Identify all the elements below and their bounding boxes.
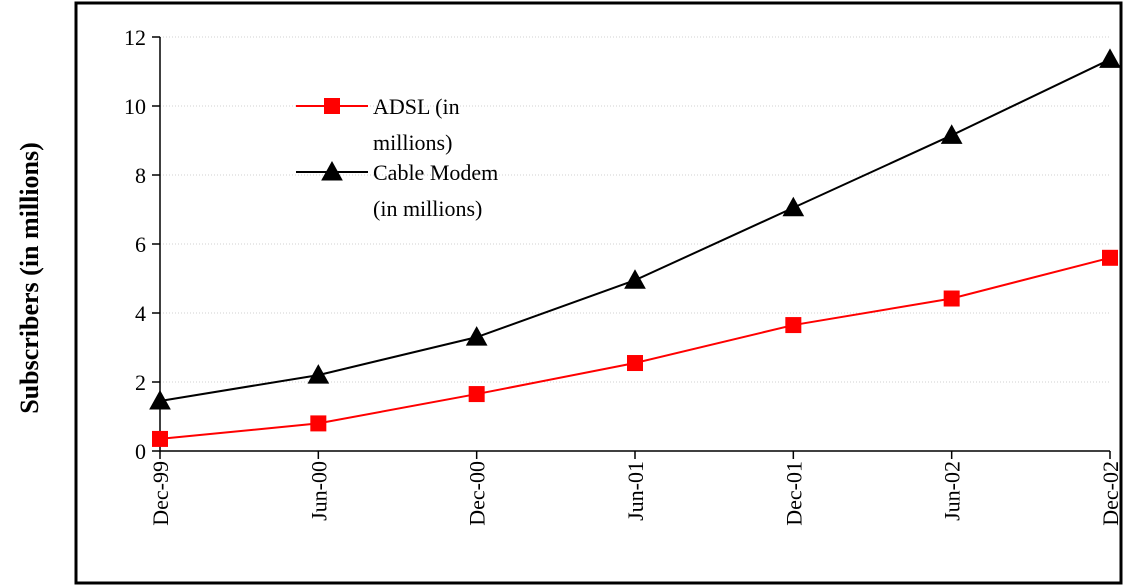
data-point-0-2: [468, 386, 485, 403]
y-tick-label-3: 6: [135, 232, 146, 257]
y-tick-labels: 0 2 4 6 8 10 12: [124, 25, 146, 464]
legend-marker-1: [321, 160, 343, 181]
x-tick-label-5: Jun-02: [940, 461, 965, 521]
y-tick-label-2: 4: [135, 301, 146, 326]
x-tick-label-4: Dec-01: [781, 461, 806, 526]
x-tick-label-6: Dec-02: [1098, 461, 1123, 526]
grid-lines: [160, 36, 1110, 383]
legend-label-0-1: millions): [373, 130, 452, 155]
x-tick-label-2: Dec-00: [465, 461, 490, 526]
data-point-1-0: [149, 389, 171, 410]
legend-label-1-1: (in millions): [373, 196, 482, 221]
x-tick-label-1: Jun-00: [306, 461, 331, 521]
data-point-0-4: [785, 317, 802, 334]
data-point-0-1: [310, 415, 327, 432]
y-tick-label-0: 0: [135, 439, 146, 464]
legend-label-1-0: Cable Modem: [373, 160, 498, 185]
data-point-1-4: [782, 196, 805, 217]
data-point-0-5: [943, 290, 960, 307]
x-tick-label-0: Dec-99: [148, 461, 173, 526]
legend-marker-0: [324, 98, 340, 114]
x-tick-label-3: Jun-01: [623, 461, 648, 521]
y-axis-label: Subscribers (in millions): [15, 142, 44, 414]
y-tick-label-5: 10: [124, 94, 146, 119]
y-tick-label-6: 12: [124, 25, 146, 50]
data-point-1-5: [940, 124, 963, 144]
y-tick-label-1: 2: [135, 370, 146, 395]
data-point-1-2: [465, 326, 488, 346]
legend: ADSL (in millions) Cable Modem (in millions…: [296, 94, 498, 221]
x-tick-labels: Dec-99 Jun-00 Dec-00 Jun-01 Dec-01 Jun-02 Dec-…: [148, 461, 1123, 526]
y-tick-label-4: 8: [135, 163, 146, 188]
series: [149, 48, 1121, 447]
data-point-1-6: [1099, 48, 1121, 68]
axes: [152, 36, 1111, 459]
data-point-1-3: [624, 269, 646, 289]
data-point-0-0: [152, 430, 168, 447]
data-point-0-3: [627, 355, 643, 372]
legend-label-0-0: ADSL (in: [373, 94, 460, 119]
data-point-1-1: [307, 364, 330, 384]
data-point-0-6: [1102, 249, 1118, 266]
